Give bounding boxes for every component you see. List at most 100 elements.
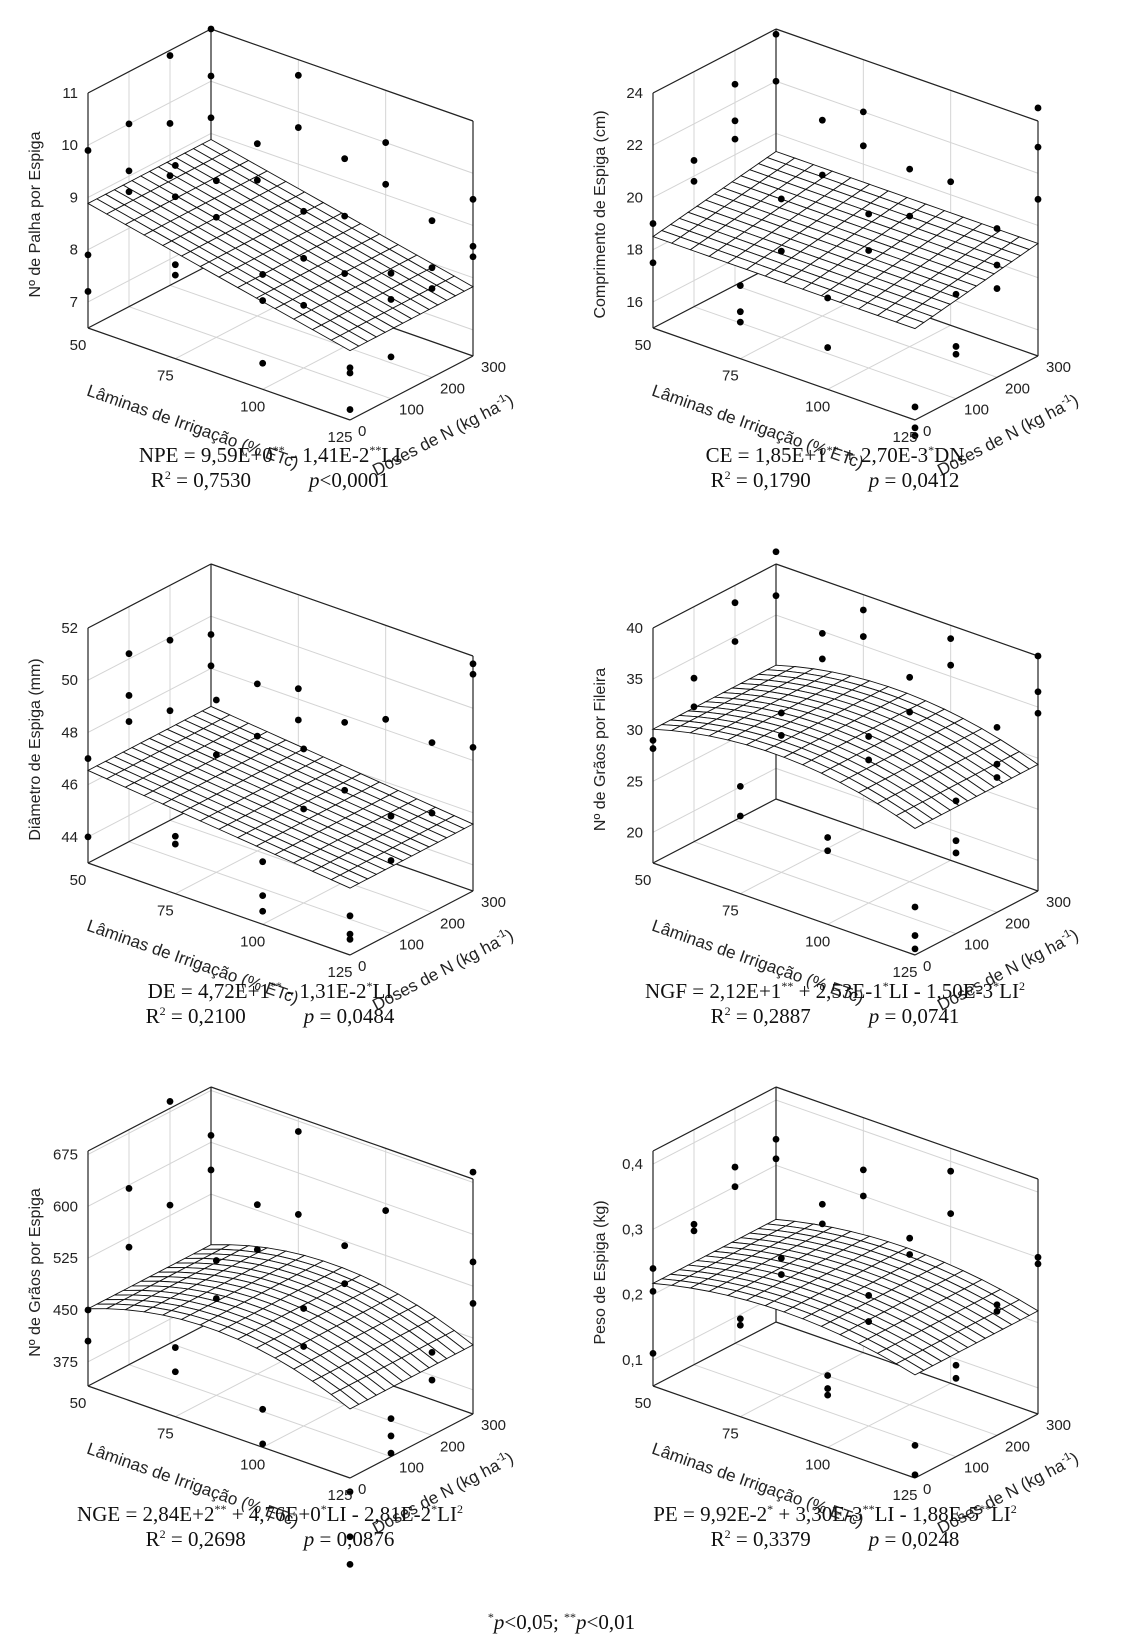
- data-point: [649, 1265, 657, 1272]
- data-point: [259, 271, 267, 278]
- data-point: [387, 1415, 395, 1423]
- data-point: [1034, 104, 1042, 112]
- data-point: [259, 907, 267, 915]
- data-point: [690, 1227, 698, 1235]
- surface-cell: [895, 810, 925, 829]
- gridline: [210, 80, 474, 174]
- data-point: [736, 282, 744, 289]
- y-tick-label: 100: [964, 402, 989, 419]
- data-point: [166, 1201, 174, 1209]
- x-tick-label: 50: [635, 1395, 652, 1412]
- data-point: [777, 1254, 785, 1262]
- gridline: [740, 1352, 864, 1418]
- z-tick-label: 8: [70, 242, 78, 259]
- data-point: [952, 1361, 960, 1369]
- x-tick-label: 100: [240, 933, 265, 950]
- equation-line: NGF = 2,12E+1** + 2,53E-1*LI - 1,50E-3*L…: [645, 979, 1025, 1003]
- z-tick-label: 600: [53, 1198, 78, 1215]
- axis-edge: [652, 1385, 916, 1479]
- gridline: [652, 1164, 777, 1230]
- data-point: [469, 743, 477, 751]
- data-point: [824, 294, 832, 302]
- data-point: [993, 285, 1001, 292]
- axis-edge: [210, 1086, 474, 1180]
- data-point: [906, 1251, 914, 1258]
- data-point: [911, 1441, 919, 1449]
- data-point: [171, 840, 179, 848]
- data-point: [859, 606, 867, 614]
- data-point: [341, 155, 349, 163]
- data-point: [382, 1207, 390, 1214]
- data-point: [736, 812, 744, 820]
- panel-nge: 375 450 525 600 675 50 75 100 125 0 100 200 300 Lâmin…: [0, 1058, 540, 1568]
- axis-edge: [914, 890, 1039, 956]
- data-point: [952, 849, 960, 857]
- data-point: [469, 1168, 477, 1176]
- response-surface: [87, 1244, 474, 1410]
- response-surface: [652, 150, 1039, 330]
- data-point: [341, 1280, 349, 1288]
- data-point: [166, 636, 174, 644]
- y-tick-label: 0: [358, 958, 366, 975]
- gridline: [652, 80, 777, 146]
- axis-edge: [349, 355, 474, 421]
- surface-cell: [330, 335, 360, 352]
- z-tick-label: 675: [53, 1146, 78, 1163]
- z-tick-label: 0,1: [622, 1352, 643, 1369]
- y-tick-label: 300: [481, 894, 506, 911]
- x-tick-label: 100: [805, 1456, 830, 1473]
- data-point: [736, 318, 744, 326]
- x-tick-label: 125: [892, 964, 917, 981]
- data-point: [125, 692, 133, 699]
- data-point: [865, 733, 873, 740]
- data-point: [207, 631, 215, 638]
- y-tick-label: 200: [1005, 1438, 1030, 1455]
- data-point: [1034, 652, 1042, 660]
- y-tick-label: 100: [399, 402, 424, 419]
- response-surface: [87, 138, 474, 352]
- data-point: [253, 680, 261, 688]
- data-point: [387, 269, 395, 277]
- data-point: [346, 406, 354, 413]
- data-point: [259, 297, 267, 304]
- data-point: [469, 242, 477, 250]
- gridline: [128, 306, 392, 400]
- axis-edge: [87, 1321, 212, 1387]
- axis-edge: [87, 263, 212, 329]
- data-point: [824, 847, 832, 855]
- data-point: [294, 124, 302, 131]
- y-tick-label: 0: [923, 958, 931, 975]
- data-point: [865, 1292, 873, 1299]
- data-point: [84, 251, 92, 259]
- gridline: [87, 80, 212, 146]
- x-tick-label: 125: [327, 964, 352, 981]
- gridline: [210, 132, 474, 226]
- data-point: [824, 1372, 832, 1379]
- data-point: [947, 635, 955, 643]
- data-point: [171, 193, 179, 201]
- x-tick-label: 50: [635, 337, 652, 354]
- axis-edge: [775, 798, 1039, 892]
- axis-edge: [87, 563, 212, 629]
- z-tick-label: 50: [61, 672, 78, 689]
- x-tick-label: 100: [805, 398, 830, 415]
- data-point: [906, 708, 914, 716]
- z-tick-label: 20: [626, 189, 643, 206]
- gridline: [87, 1090, 212, 1155]
- z-tick-label: 525: [53, 1250, 78, 1267]
- data-point: [859, 1192, 867, 1200]
- data-point: [906, 165, 914, 173]
- equation-pe: PE = 9,92E-2* + 3,30E-3**LI - 1,88E-5**L…: [565, 1502, 1105, 1552]
- data-point: [690, 674, 698, 682]
- axis-edge: [914, 1413, 1039, 1479]
- axis-edge: [210, 563, 474, 657]
- data-point: [382, 139, 390, 146]
- z-tick-label: 24: [626, 85, 643, 102]
- y-tick-label: 100: [964, 1460, 989, 1477]
- data-point: [207, 25, 215, 33]
- data-point: [428, 1348, 436, 1356]
- gridline: [652, 1099, 777, 1165]
- z-tick-label: 18: [626, 242, 643, 259]
